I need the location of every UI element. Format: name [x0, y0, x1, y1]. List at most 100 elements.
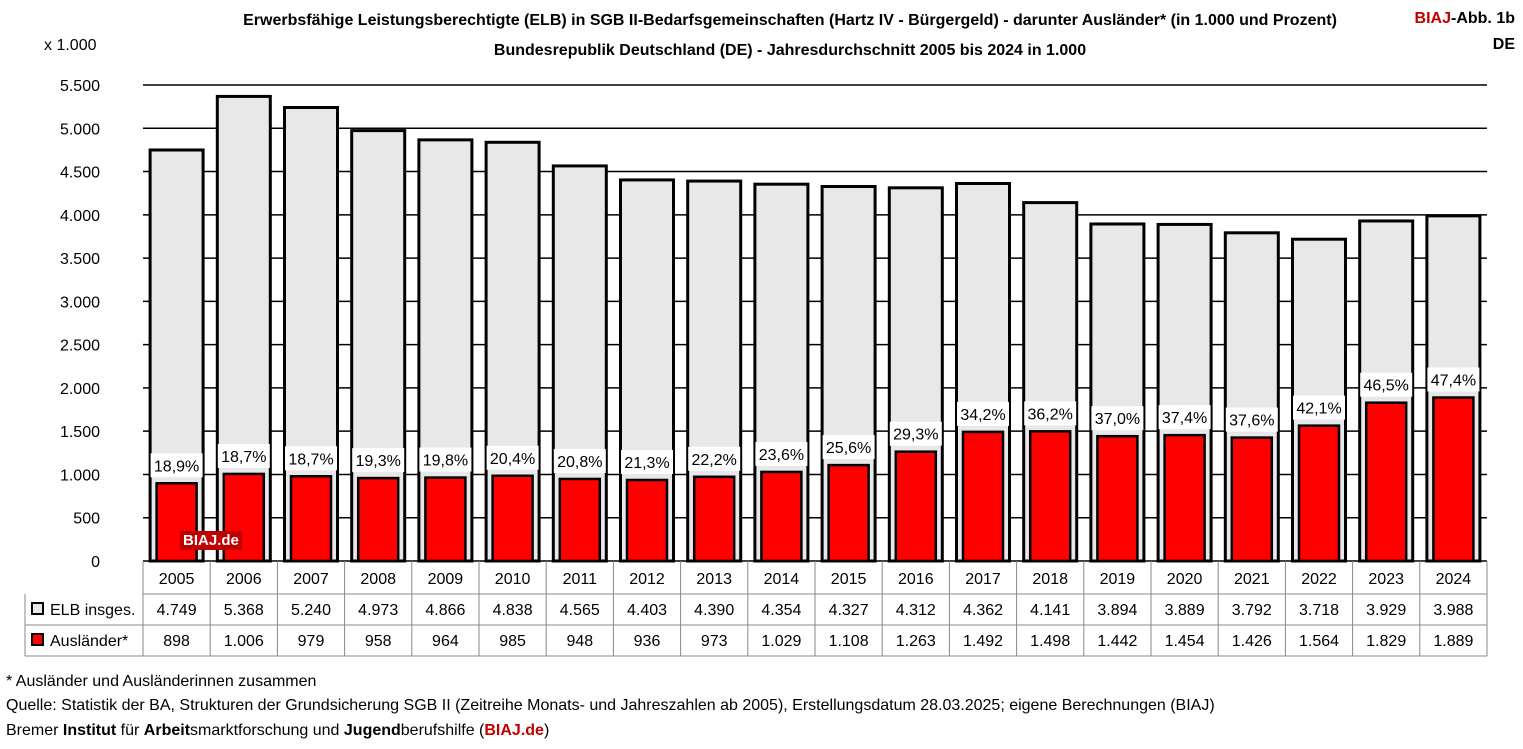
bar-foreign: [1432, 396, 1475, 563]
table-cell-foreign: 1.108: [829, 633, 869, 650]
table-cell-foreign: 1.564: [1299, 633, 1339, 650]
table-cell-foreign: 964: [432, 633, 459, 650]
percent-data-label: 37,4%: [1162, 410, 1207, 427]
table-cell-total: 4.141: [1030, 602, 1070, 619]
x-tick-label: 2019: [1100, 571, 1136, 588]
data-label-background: [957, 401, 1009, 426]
percent-data-label: 37,6%: [1229, 413, 1274, 430]
table-cell-foreign: 948: [566, 633, 593, 650]
x-tick-label: 2008: [360, 571, 396, 588]
percent-data-label: 23,6%: [759, 447, 804, 464]
table-cell-foreign: 936: [634, 633, 661, 650]
y-tick-label: 2.500: [60, 338, 100, 355]
percent-data-label: 19,8%: [423, 453, 468, 470]
table-cell-total: 4.312: [896, 602, 936, 619]
bar-foreign: [491, 474, 534, 563]
figure-badge: BIAJ-Abb. 1b: [1415, 10, 1515, 28]
y-tick-label: 4.500: [60, 165, 100, 182]
x-tick-label: 2011: [563, 571, 598, 588]
table-cell-total: 3.929: [1366, 602, 1406, 619]
org-text: ): [543, 722, 550, 739]
legend-label-total: ELB insges.: [50, 602, 135, 619]
bar-foreign: [1028, 430, 1072, 563]
y-axis-unit-label: x 1.000: [44, 37, 97, 54]
data-label-background: [688, 446, 741, 471]
table-cell-foreign: 1.006: [224, 633, 264, 650]
chart-subtitle: Bundesrepublik Deutschland (DE) - Jahres…: [493, 42, 1087, 59]
chart-title: Erwerbsfähige Leistungsberechtigte (ELB)…: [243, 12, 1337, 29]
y-tick-label: 2.000: [60, 381, 100, 398]
table-cell-foreign: 1.889: [1433, 633, 1473, 650]
y-tick-label: 3.500: [60, 251, 100, 268]
x-tick-label: 2024: [1436, 571, 1472, 588]
table-cell-foreign: 898: [163, 633, 190, 650]
table-cell-foreign: 1.442: [1097, 633, 1137, 650]
x-tick-label: 2013: [696, 571, 732, 588]
x-tick-label: 2018: [1032, 571, 1068, 588]
y-tick-label: 500: [73, 511, 100, 528]
data-label-background: [1360, 372, 1413, 397]
table-cell-foreign: 958: [365, 633, 392, 650]
x-tick-label: 2021: [1234, 571, 1270, 588]
bar-foreign: [356, 476, 400, 563]
table-cell-foreign: 1.426: [1232, 633, 1272, 650]
percent-data-label: 25,6%: [826, 440, 871, 457]
x-tick-label: 2017: [965, 571, 1001, 588]
badge-brand: BIAJ: [1414, 10, 1451, 27]
data-label-background: [1427, 367, 1480, 392]
x-tick-label: 2009: [428, 571, 464, 588]
y-tick-label: 0: [91, 554, 100, 571]
bar-foreign: [1163, 433, 1206, 563]
percent-data-label: 20,4%: [490, 451, 535, 468]
x-tick-label: 2007: [293, 571, 329, 588]
table-cell-foreign: 1.454: [1165, 633, 1205, 650]
table-cell-total: 4.403: [627, 602, 667, 619]
legend-label-foreign: Ausländer*: [50, 633, 128, 650]
org-text: Institut: [62, 722, 117, 739]
table-cell-foreign: 1.492: [963, 633, 1003, 650]
x-tick-label: 2015: [831, 571, 867, 588]
x-tick-label: 2012: [629, 571, 665, 588]
org-text: smarktforschung und: [190, 722, 344, 739]
org-text: Bremer: [6, 722, 63, 739]
table-cell-total: 5.240: [291, 602, 331, 619]
table-cell-total: 5.368: [224, 602, 264, 619]
x-tick-label: 2010: [495, 571, 531, 588]
x-tick-label: 2020: [1167, 571, 1203, 588]
bar-foreign: [827, 463, 870, 563]
data-label-background: [1225, 407, 1278, 432]
percent-data-label: 22,2%: [692, 452, 737, 469]
bar-foreign: [289, 475, 333, 563]
percent-data-label: 18,7%: [221, 449, 266, 466]
data-label-background: [419, 447, 472, 472]
table-cell-total: 4.565: [560, 602, 600, 619]
data-label-background: [217, 443, 270, 468]
y-tick-label: 5.500: [60, 78, 100, 95]
data-label-background: [150, 453, 203, 478]
table-cell-total: 4.327: [829, 602, 869, 619]
data-label-background: [1091, 406, 1144, 431]
data-label-background: [1024, 401, 1077, 426]
x-tick-label: 2005: [159, 571, 195, 588]
table-cell-foreign: 985: [499, 633, 526, 650]
badge-figure-number: -Abb. 1b: [1451, 10, 1515, 27]
table-cell-foreign: 973: [701, 633, 728, 650]
y-tick-label: 3.000: [60, 294, 100, 311]
table-cell-total: 3.988: [1433, 602, 1473, 619]
data-label-background: [755, 441, 808, 466]
org-text: Arbeit: [143, 722, 191, 739]
x-tick-label: 2016: [898, 571, 934, 588]
table-cell-total: 4.362: [963, 602, 1003, 619]
footnote: * Ausländer und Ausländerinnen zusammen: [6, 673, 317, 690]
chart: 0 500 1.000 1.500 2.000 2.500 3.000 3.500 4.000 4…: [24, 78, 1488, 657]
bar-foreign: [961, 430, 1005, 563]
table-cell-total: 3.889: [1165, 602, 1205, 619]
table-cell-foreign: 1.498: [1030, 633, 1070, 650]
data-label-background: [285, 446, 337, 471]
data-label-background: [352, 448, 405, 473]
bar-foreign: [424, 476, 467, 563]
percent-data-label: 20,8%: [557, 454, 602, 471]
bar-foreign: [625, 478, 669, 563]
data-label-background: [621, 449, 673, 474]
percent-data-label: 19,3%: [356, 453, 401, 470]
